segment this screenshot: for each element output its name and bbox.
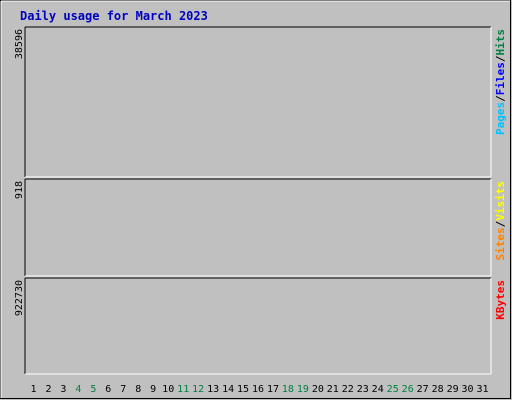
legend-hits_files_pages: Pages/Files/Hits — [494, 29, 507, 135]
panel-kbytes-frame — [25, 278, 491, 374]
x-tick-day-8: 8 — [135, 384, 141, 395]
x-tick-day-12: 12 — [192, 384, 204, 395]
x-axis: 1 2 3 4 5 6 7 8 9 10 11 12 13 14 15 16 17 18 19 20 21 22 23 24 2… — [30, 384, 488, 395]
x-tick-day-31: 31 — [476, 384, 488, 395]
y-max-label: 922730 — [14, 280, 25, 316]
x-tick-day-4: 4 — [75, 384, 81, 395]
x-tick-day-10: 10 — [162, 384, 174, 395]
x-tick-day-7: 7 — [120, 384, 126, 395]
panel-hits_files_pages-frame — [25, 27, 491, 177]
legend-entry: Pages — [494, 102, 507, 135]
x-tick-day-16: 16 — [252, 384, 264, 395]
x-tick-day-27: 27 — [417, 384, 429, 395]
x-tick-day-19: 19 — [297, 384, 309, 395]
x-tick-day-26: 26 — [402, 384, 414, 395]
x-tick-day-3: 3 — [60, 384, 66, 395]
x-tick-day-6: 6 — [105, 384, 111, 395]
chart-title: Daily usage for March 2023 — [20, 9, 208, 23]
legend-entry: Sites — [494, 227, 507, 260]
x-tick-day-21: 21 — [327, 384, 339, 395]
x-tick-day-14: 14 — [222, 384, 234, 395]
x-tick-day-22: 22 — [342, 384, 354, 395]
legend-entry: / — [494, 55, 507, 62]
x-tick-day-5: 5 — [90, 384, 96, 395]
legend-entry: KBytes — [494, 280, 507, 320]
legend-kbytes: KBytes — [494, 280, 507, 320]
x-tick-day-23: 23 — [357, 384, 369, 395]
y-max-label: 918 — [14, 181, 25, 199]
legend-entry: Visits — [494, 181, 507, 221]
legend-visits_sites: Sites/Visits — [494, 181, 507, 261]
x-tick-day-13: 13 — [207, 384, 219, 395]
x-tick-day-25: 25 — [387, 384, 399, 395]
legend-entry: / — [494, 220, 507, 227]
x-tick-day-18: 18 — [282, 384, 294, 395]
x-tick-day-2: 2 — [45, 384, 51, 395]
x-tick-day-9: 9 — [150, 384, 156, 395]
x-tick-day-30: 30 — [461, 384, 473, 395]
legend-entry: Files — [494, 62, 507, 95]
x-tick-day-17: 17 — [267, 384, 279, 395]
panels-layer: 38596Pages/Files/Hits918Sites/Visits9227… — [14, 26, 507, 375]
y-max-label: 38596 — [14, 29, 25, 59]
x-tick-day-24: 24 — [372, 384, 384, 395]
x-tick-day-29: 29 — [447, 384, 459, 395]
panel-visits_sites-frame — [25, 179, 491, 276]
x-tick-day-11: 11 — [177, 384, 189, 395]
x-tick-day-20: 20 — [312, 384, 324, 395]
x-tick-day-15: 15 — [237, 384, 249, 395]
x-tick-day-28: 28 — [432, 384, 444, 395]
legend-entry: Hits — [494, 29, 507, 56]
legend-entry: / — [494, 95, 507, 102]
x-tick-day-1: 1 — [30, 384, 36, 395]
